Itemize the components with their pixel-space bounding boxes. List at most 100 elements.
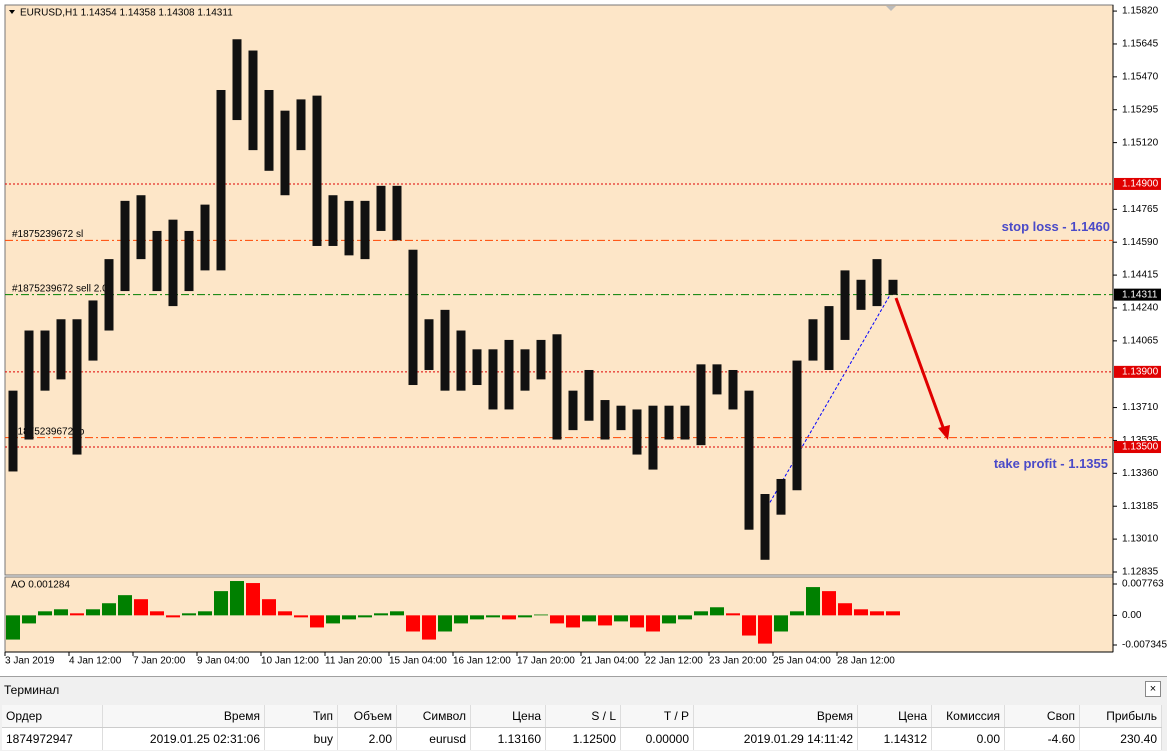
price-bar — [872, 259, 882, 307]
ao-bar — [486, 615, 500, 618]
column-header[interactable]: Время — [102, 705, 265, 728]
cell: buy — [264, 727, 338, 750]
ao-bar — [454, 615, 468, 624]
order-label: #1875239672 sl — [12, 229, 83, 240]
column-header[interactable]: Цена — [470, 705, 546, 728]
price-bar — [888, 279, 898, 295]
y-tick-label: 1.14240 — [1122, 303, 1159, 314]
price-bar — [840, 270, 850, 340]
price-bar — [744, 390, 754, 530]
price-bar — [504, 339, 514, 410]
price-bar — [696, 364, 706, 446]
ao-bar — [614, 615, 628, 622]
menu-arrow[interactable] — [9, 10, 15, 14]
price-bar — [664, 405, 674, 440]
column-header[interactable]: Объем — [337, 705, 397, 728]
ao-bar — [358, 615, 372, 618]
price-bar — [648, 405, 658, 470]
ao-bar — [630, 615, 644, 628]
column-header[interactable]: Прибыль — [1079, 705, 1162, 728]
ao-bar — [470, 615, 484, 620]
price-bar — [712, 364, 722, 395]
level-box — [1114, 365, 1161, 378]
price-bar — [88, 300, 98, 361]
column-header[interactable]: Время — [693, 705, 858, 728]
y-tick-label: 1.15645 — [1122, 39, 1159, 50]
cell: 2019.01.29 14:11:42 — [693, 727, 858, 750]
y-tick-label: 1.14765 — [1122, 204, 1159, 215]
trend-line — [764, 294, 891, 512]
ao-bar — [438, 615, 452, 632]
x-tick-label: 21 Jan 04:00 — [581, 656, 639, 667]
take-profit-note: take profit - 1.1355 — [994, 456, 1108, 471]
close-button[interactable]: × — [1145, 681, 1161, 697]
ao-bar — [662, 615, 676, 624]
price-bar — [600, 400, 610, 440]
column-header[interactable]: Своп — [1004, 705, 1080, 728]
ao-bar — [214, 591, 228, 616]
column-header[interactable]: S / L — [545, 705, 621, 728]
cell: 0.00 — [931, 727, 1005, 750]
ao-bar — [54, 609, 68, 616]
column-header[interactable]: Комиссия — [931, 705, 1005, 728]
level-label: 1.14311 — [1122, 289, 1158, 300]
column-header[interactable]: Ордер — [2, 705, 103, 728]
price-bar — [440, 309, 450, 391]
y-tick-label: 1.13360 — [1122, 468, 1159, 479]
ao-bar — [102, 603, 116, 616]
price-bar — [424, 319, 434, 370]
x-tick-label: 9 Jan 04:00 — [197, 656, 250, 667]
y-tick-label: 1.12835 — [1122, 567, 1159, 578]
level-box — [1114, 288, 1161, 301]
x-tick-label: 22 Jan 12:00 — [645, 656, 703, 667]
price-bar — [488, 349, 498, 410]
price-bar — [200, 204, 210, 271]
ao-bar — [710, 607, 724, 616]
column-header[interactable]: Цена — [857, 705, 932, 728]
x-tick-label: 23 Jan 20:00 — [709, 656, 767, 667]
ao-bar — [374, 613, 388, 616]
price-bar — [792, 360, 802, 491]
ao-bar — [118, 595, 132, 616]
ao-bar — [22, 615, 36, 624]
price-bar — [808, 319, 818, 361]
y-tick-label: -0.007345 — [1122, 640, 1167, 651]
price-bar — [296, 99, 306, 151]
x-tick-label: 4 Jan 12:00 — [69, 656, 122, 667]
column-header[interactable]: Символ — [396, 705, 471, 728]
ao-bar — [886, 611, 900, 616]
ao-bar — [582, 615, 596, 622]
y-tick-label: 1.14065 — [1122, 336, 1159, 347]
ao-bar — [566, 615, 580, 628]
column-header[interactable]: Тип — [264, 705, 338, 728]
price-bar — [680, 405, 690, 440]
ao-bar — [38, 611, 52, 616]
price-bar — [728, 369, 738, 410]
price-bar — [24, 330, 34, 440]
y-tick-label: 1.13010 — [1122, 534, 1159, 545]
x-tick-label: 17 Jan 20:00 — [517, 656, 575, 667]
ao-bar — [518, 615, 532, 618]
ao-bar — [790, 611, 804, 616]
ao-bar — [822, 591, 836, 616]
column-header[interactable]: T / P — [620, 705, 694, 728]
price-bar — [232, 39, 242, 121]
level-label: 1.14900 — [1122, 179, 1159, 190]
ao-bar — [6, 615, 20, 640]
cell: 1.13160 — [470, 727, 546, 750]
price-bar — [104, 259, 114, 331]
level-box — [1114, 177, 1161, 190]
price-bar — [344, 200, 354, 256]
chart-window: EURUSD,H1 1.14354 1.14358 1.14308 1.1431… — [0, 0, 1167, 676]
ao-bar — [534, 614, 548, 616]
ao-bar — [838, 603, 852, 616]
ao-bar — [694, 611, 708, 616]
price-bar — [632, 409, 642, 455]
order-row[interactable]: 1874972947 2019.01.25 02:31:06 buy 2.00 euru… — [2, 727, 1162, 750]
ao-bar — [502, 615, 516, 620]
cell: eurusd — [396, 727, 471, 750]
ao-bar — [246, 583, 260, 616]
